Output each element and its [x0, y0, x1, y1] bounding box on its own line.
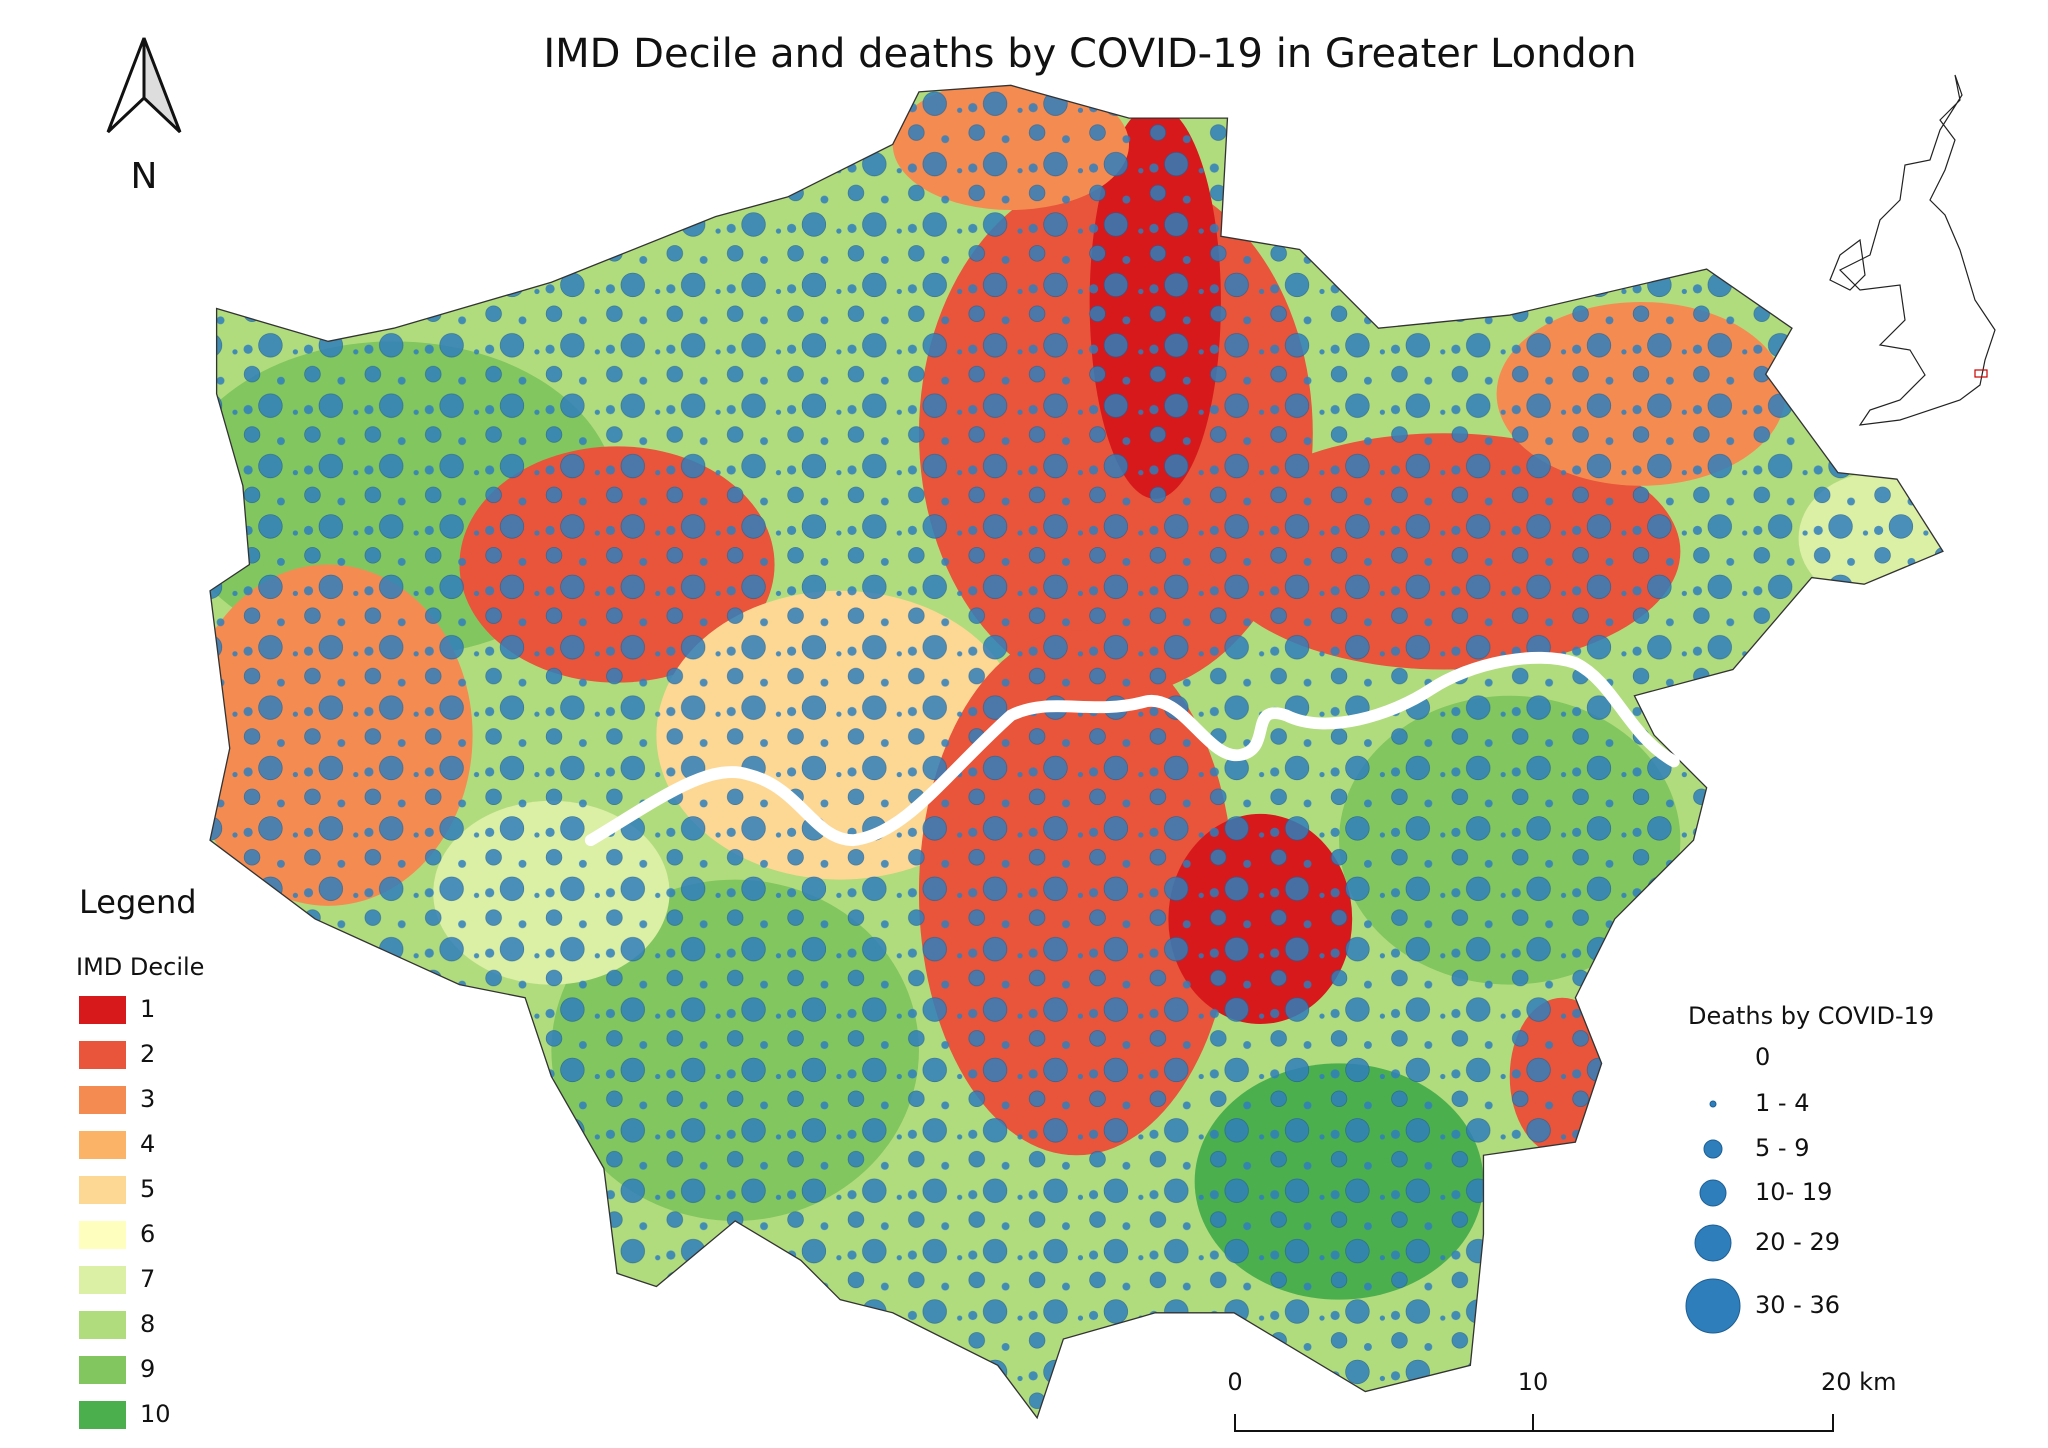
deaths-label: 5 - 9	[1755, 1134, 1809, 1162]
deaths-label: 0	[1755, 1043, 1770, 1071]
imd-swatch	[79, 1356, 126, 1384]
imd-swatch	[79, 1041, 126, 1069]
deaths-symbol	[1709, 1100, 1717, 1108]
imd-swatch	[79, 1221, 126, 1249]
deaths-symbol	[1699, 1179, 1727, 1207]
scale-bar: 0 10 20 km	[1227, 1368, 1896, 1432]
legend-title: Legend	[79, 883, 197, 921]
imd-legend-title: IMD Decile	[76, 953, 204, 981]
deaths-symbol	[1703, 1139, 1723, 1159]
scale-label: 0	[1227, 1368, 1242, 1396]
imd-swatch	[79, 1086, 126, 1114]
imd-label: 3	[140, 1085, 155, 1113]
uk-inset	[1829, 74, 1996, 426]
imd-swatch	[79, 1266, 126, 1294]
imd-label: 9	[140, 1355, 155, 1383]
london-map	[209, 84, 1944, 1420]
imd-swatch	[79, 1131, 126, 1159]
imd-label: 4	[140, 1130, 155, 1158]
imd-label: 5	[140, 1175, 155, 1203]
deaths-symbol	[1694, 1224, 1732, 1262]
north-label: N	[131, 156, 158, 197]
imd-swatch	[79, 1311, 126, 1339]
scale-label: 10	[1518, 1368, 1549, 1396]
imd-swatch	[79, 1401, 126, 1429]
deaths-label: 20 - 29	[1755, 1228, 1840, 1256]
imd-swatch	[79, 1176, 126, 1204]
north-arrow: N	[106, 37, 182, 197]
deaths-legend: Deaths by COVID-19 0 1 - 4 5 - 9 10- 19 20 -…	[1685, 1002, 1934, 1334]
deaths-label: 10- 19	[1755, 1178, 1832, 1206]
imd-swatch	[79, 996, 126, 1024]
imd-legend: Legend IMD Decile 1 2 3 4 5 6 7 8 9 10	[76, 883, 204, 1429]
imd-label: 2	[140, 1040, 155, 1068]
imd-label: 1	[140, 995, 155, 1023]
deaths-label: 30 - 36	[1755, 1291, 1840, 1319]
deaths-symbol	[1685, 1278, 1741, 1334]
imd-label: 6	[140, 1220, 155, 1248]
imd-label: 10	[140, 1400, 171, 1428]
scale-label: 20 km	[1821, 1368, 1896, 1396]
deaths-legend-title: Deaths by COVID-19	[1688, 1002, 1934, 1030]
imd-label: 8	[140, 1310, 155, 1338]
map-title: IMD Decile and deaths by COVID-19 in Gre…	[543, 31, 1636, 77]
deaths-label: 1 - 4	[1755, 1089, 1809, 1117]
imd-label: 7	[140, 1265, 155, 1293]
